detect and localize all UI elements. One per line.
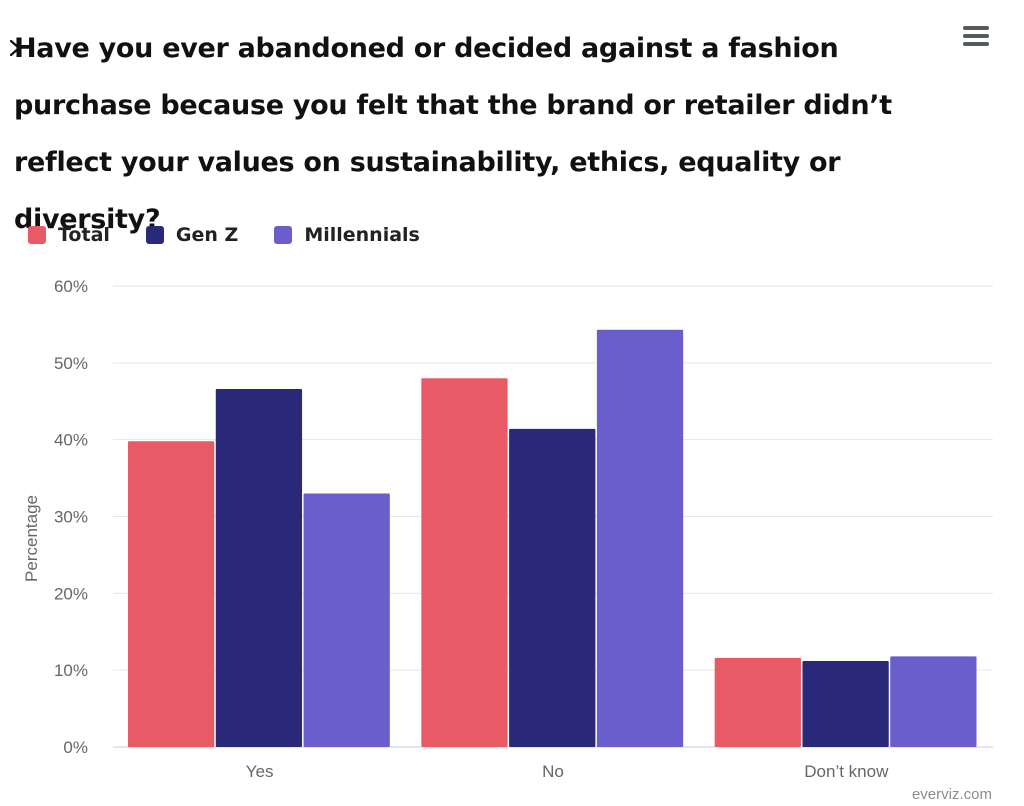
chart-legend: Total Gen Z Millennials <box>28 220 456 250</box>
bar-total[interactable] <box>128 441 215 747</box>
x-tick-label: No <box>542 762 564 781</box>
y-tick-label: 40% <box>54 431 88 450</box>
legend-item-total[interactable]: Total <box>28 224 110 246</box>
menu-bar <box>963 42 989 46</box>
chevron-right-icon[interactable] <box>8 36 24 60</box>
legend-item-gen-z[interactable]: Gen Z <box>145 224 239 246</box>
legend-label: Total <box>58 224 110 246</box>
menu-bar <box>963 34 989 38</box>
y-tick-label: 50% <box>54 354 88 373</box>
chart-title: Have you ever abandoned or decided again… <box>14 33 892 235</box>
credit-text[interactable]: everviz.com <box>911 786 992 803</box>
legend-label: Gen Z <box>175 224 239 246</box>
y-tick-label: 20% <box>54 584 88 603</box>
legend-swatch-millennials <box>274 226 293 244</box>
legend-swatch-gen-z <box>145 226 164 244</box>
bar-gen-z[interactable] <box>802 660 889 747</box>
bar-millennials[interactable] <box>890 656 977 747</box>
menu-bar <box>963 26 989 30</box>
bar-gen-z[interactable] <box>509 428 596 747</box>
legend-swatch-total <box>28 226 46 244</box>
bar-total[interactable] <box>421 378 508 747</box>
bar-millennials[interactable] <box>596 329 684 747</box>
bar-gen-z[interactable] <box>215 388 303 747</box>
x-tick-label: Yes <box>246 762 274 781</box>
bar-total[interactable] <box>714 657 801 747</box>
y-tick-label: 0% <box>63 738 88 757</box>
y-tick-label: 10% <box>54 661 88 680</box>
y-axis-title: Percentage <box>22 495 41 582</box>
bar-millennials[interactable] <box>303 493 390 747</box>
hamburger-menu-icon[interactable] <box>958 22 994 52</box>
y-tick-label: 30% <box>54 508 88 527</box>
legend-item-millennials[interactable]: Millennials <box>274 224 420 246</box>
y-tick-label: 60% <box>54 277 88 296</box>
x-tick-label: Don’t know <box>804 762 889 781</box>
legend-label: Millennials <box>304 224 420 246</box>
